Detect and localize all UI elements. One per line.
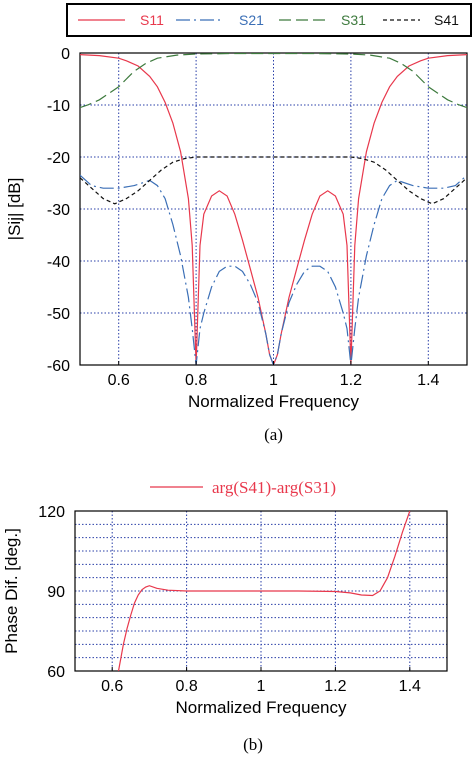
x-tick-label: 1 — [269, 372, 278, 389]
y-tick-label: -10 — [47, 98, 70, 115]
y-tick-label: -50 — [47, 306, 70, 323]
legend-a: S11 S21 S31 S41 — [66, 3, 472, 37]
chart-a: 0.6 0.8 1 1.2 1.4 0 -10 -20 -30 -40 -50 -60 Normaliz… — [5, 3, 472, 444]
x-tick-label: 1.4 — [417, 372, 439, 389]
legend-box — [66, 3, 472, 37]
y-tick-label: 90 — [47, 584, 65, 601]
y-tick-label: 0 — [61, 46, 70, 63]
x-axis-label: Normalized Frequency — [175, 698, 347, 717]
series-line-s11 — [80, 54, 467, 365]
legend-b: arg(S41)-arg(S31) — [150, 478, 336, 497]
y-tick-label: -20 — [47, 150, 70, 167]
y-tick-label: -60 — [47, 358, 70, 375]
x-tick-label: 1 — [257, 678, 266, 695]
legend-label-s31: S31 — [341, 12, 366, 28]
legend-label-phase: arg(S41)-arg(S31) — [212, 478, 336, 497]
x-tick-label: 0.8 — [175, 678, 197, 695]
legend-label-s21: S21 — [239, 12, 264, 28]
panel-label: (a) — [264, 425, 283, 444]
series-line-s41 — [80, 156, 467, 205]
y-tick-label: 60 — [47, 664, 65, 681]
series-group — [80, 53, 467, 365]
x-axis-label: Normalized Frequency — [188, 392, 360, 411]
series-line-arg-s41-arg-s31- — [117, 511, 411, 671]
y-tick-label: 120 — [38, 504, 65, 521]
y-axis-label: Phase Dif. [deg.] — [2, 528, 21, 654]
x-tick-label: 1.2 — [324, 678, 346, 695]
series-group — [117, 511, 411, 671]
series-line-s21 — [80, 174, 467, 365]
x-tick-label: 1.2 — [340, 372, 362, 389]
x-tick-label: 0.6 — [108, 372, 130, 389]
y-tick-label: -40 — [47, 254, 70, 271]
y-axis-label: |Sij| [dB] — [5, 178, 24, 241]
x-tick-label: 1.4 — [399, 678, 421, 695]
legend-label-s41: S41 — [434, 12, 459, 28]
chart-b: 0.6 0.8 1 1.2 1.4 60 90 120 Normalized Frequency… — [2, 478, 448, 754]
series-line-s31 — [80, 53, 467, 109]
y-tick-label: -30 — [47, 202, 70, 219]
x-tick-label: 0.6 — [101, 678, 123, 695]
panel-label: (b) — [243, 735, 263, 754]
x-tick-label: 0.8 — [185, 372, 207, 389]
legend-label-s11: S11 — [140, 12, 164, 28]
